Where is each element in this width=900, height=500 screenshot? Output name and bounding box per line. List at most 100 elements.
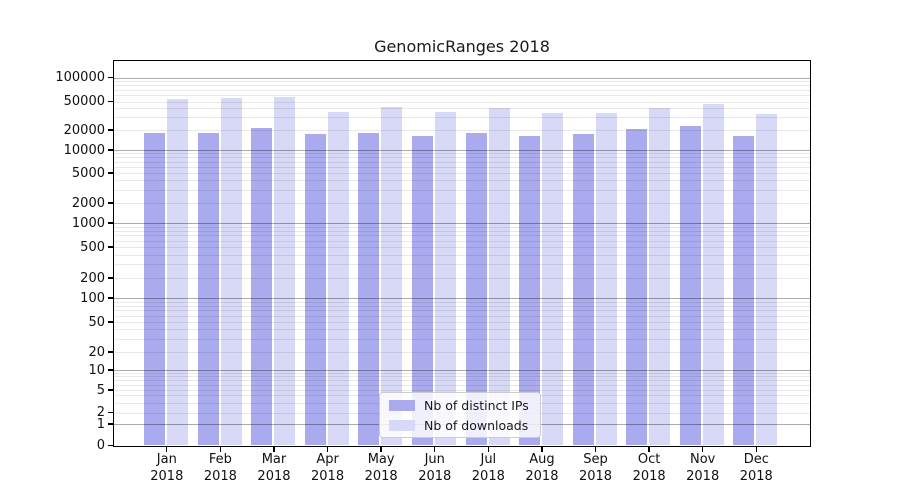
x-tick-label: Sep 2018: [564, 451, 628, 485]
x-tick-year: 2018: [471, 469, 505, 484]
y-tick-label: 20000: [63, 122, 105, 138]
bar-distinct-ips-jun: [411, 135, 433, 446]
gridline-minor: [114, 157, 810, 159]
gridline-minor: [114, 226, 810, 228]
bar-downloads-feb: [220, 98, 242, 446]
x-tick-mark: [487, 446, 490, 452]
x-tick-month: Jan: [156, 452, 177, 467]
y-tick-label: 50: [88, 314, 105, 330]
gridline-minor: [114, 89, 810, 91]
gridline-minor: [114, 130, 810, 131]
x-tick-month: Jul: [480, 452, 497, 467]
gridline-minor: [114, 373, 810, 375]
x-tick-year: 2018: [525, 469, 559, 484]
x-tick-label: May 2018: [349, 451, 413, 485]
bar-downloads-nov: [702, 104, 724, 446]
y-tick-mark: [108, 351, 114, 353]
x-tick-year: 2018: [418, 469, 452, 484]
x-tick-month: Jun: [424, 452, 445, 467]
y-tick-mark: [108, 222, 114, 224]
gridline-major: [114, 150, 810, 151]
y-tick-label: 50000: [63, 94, 105, 109]
x-tick-month: Sep: [583, 452, 608, 467]
y-tick-mark: [108, 202, 114, 204]
bar-distinct-ips-apr: [304, 134, 326, 446]
legend-label-downloads: Nb of downloads: [424, 417, 529, 433]
gridline-major: [114, 298, 810, 299]
y-tick-mark: [108, 129, 114, 131]
legend: Nb of distinct IPs Nb of downloads: [379, 392, 541, 438]
gridline-major: [114, 77, 810, 79]
gridline-minor: [114, 240, 810, 242]
bar-distinct-ips-jul: [465, 133, 487, 446]
gridline-minor: [114, 352, 810, 353]
bar-distinct-ips-feb: [197, 132, 219, 446]
x-tick-label: Dec 2018: [724, 451, 788, 485]
y-tick-mark: [108, 246, 114, 248]
y-tick-mark: [108, 444, 114, 447]
gridline-minor: [114, 180, 810, 182]
x-tick-year: 2018: [364, 469, 398, 484]
x-tick-mark: [702, 446, 704, 452]
x-tick-label: Aug 2018: [510, 451, 574, 485]
x-tick-year: 2018: [257, 469, 291, 484]
x-tick-month: Aug: [529, 452, 555, 467]
gridline-minor: [114, 278, 810, 279]
gridline-minor: [114, 117, 810, 119]
gridline-minor: [114, 338, 810, 340]
bar-downloads-jun: [434, 112, 456, 446]
gridline-minor: [114, 95, 810, 97]
gridline-minor: [114, 203, 810, 204]
y-tick-label: 1000: [71, 215, 105, 231]
bar-distinct-ips-nov: [679, 126, 701, 446]
bar-distinct-ips-oct: [626, 129, 648, 446]
gridline-minor: [114, 254, 810, 256]
gridline-minor: [114, 305, 810, 307]
gridline-minor: [114, 376, 810, 378]
bar-distinct-ips-aug: [519, 135, 541, 446]
gridline-minor: [114, 329, 810, 331]
y-tick-mark: [108, 321, 114, 323]
y-tick-mark: [108, 423, 114, 425]
x-tick-month: Dec: [743, 452, 769, 467]
y-tick-label: 10000: [63, 142, 105, 158]
x-tick-mark: [380, 446, 382, 452]
y-tick-label: 100: [80, 290, 105, 306]
gridline-minor: [114, 322, 810, 323]
x-tick-label: Nov 2018: [671, 451, 735, 485]
gridline-minor: [114, 380, 810, 382]
gridline-minor: [114, 264, 810, 266]
legend-swatch-distinct-ips: [389, 399, 415, 411]
legend-item-downloads: Nb of downloads: [389, 418, 540, 433]
y-tick-label: 500: [80, 239, 105, 255]
x-tick-mark: [219, 446, 222, 452]
plot-area: Nb of distinct IPs Nb of downloads: [113, 60, 811, 447]
bar-distinct-ips-may: [358, 133, 380, 446]
y-tick-mark: [108, 411, 114, 414]
x-tick-year: 2018: [311, 469, 345, 484]
bar-distinct-ips-jan: [144, 132, 165, 446]
x-tick-mark: [166, 446, 168, 452]
x-tick-year: 2018: [203, 469, 237, 484]
bar-downloads-dec: [756, 114, 778, 446]
gridline-major: [114, 370, 810, 371]
bar-downloads-oct: [649, 107, 671, 446]
x-tick-mark: [434, 446, 436, 452]
y-tick-mark: [108, 297, 114, 299]
y-tick-mark: [108, 76, 114, 79]
x-tick-mark: [594, 446, 597, 452]
bar-downloads-jan: [167, 99, 188, 446]
y-tick-label: 0: [96, 438, 105, 453]
x-tick-month: Feb: [208, 452, 232, 467]
gridline-minor: [114, 310, 810, 312]
x-tick-month: May: [367, 452, 395, 467]
bar-downloads-may: [381, 106, 403, 446]
legend-label-distinct-ips: Nb of distinct IPs: [424, 397, 529, 413]
y-tick-label: 100000: [55, 70, 105, 85]
bar-downloads-apr: [327, 112, 349, 446]
x-tick-label: Jun 2018: [403, 451, 467, 485]
gridline-minor: [114, 166, 810, 168]
gridline-minor: [114, 247, 810, 248]
bar-distinct-ips-sep: [572, 134, 594, 446]
